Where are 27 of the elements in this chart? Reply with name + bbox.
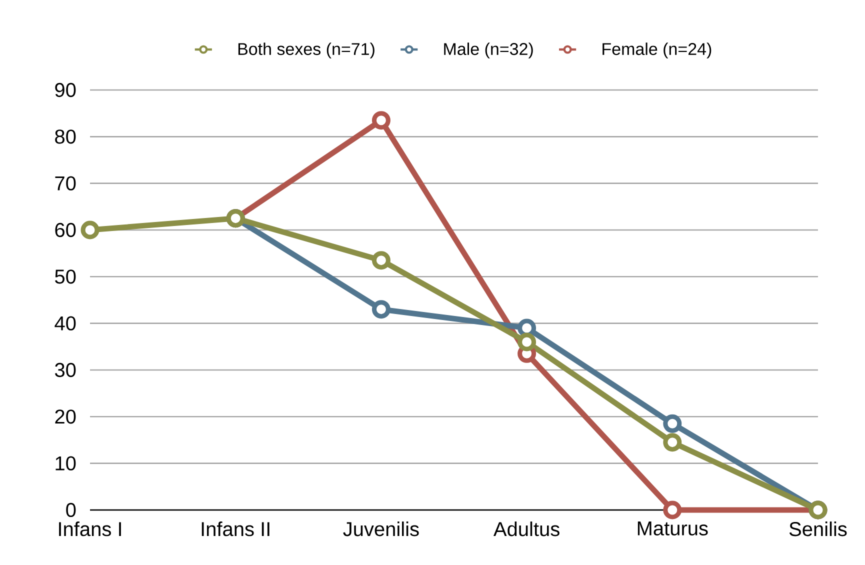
point: [663, 500, 682, 520]
y-tick-label: 30: [55, 362, 76, 378]
x-tick-label: Adultus: [493, 522, 560, 536]
y-tick-label: 90: [55, 82, 76, 98]
y-tick-label: 0: [66, 502, 76, 518]
x-tick-label: Senilis: [789, 522, 847, 536]
x-tick-label: Infans II: [202, 522, 270, 536]
point: [372, 111, 390, 130]
point: [372, 251, 390, 270]
legend-label: Male (n=32): [444, 42, 533, 58]
y-tick-label: 10: [56, 456, 76, 470]
point: [518, 332, 536, 352]
y-tick-label: 50: [55, 270, 76, 284]
y-tick-label: 60: [55, 222, 76, 238]
y-tick-label: 80: [55, 130, 76, 144]
point: [80, 220, 100, 240]
x-tick-label: Infans I: [59, 522, 121, 536]
y-tick-label: 20: [55, 410, 76, 424]
point: [372, 300, 390, 319]
x-tick-label: Maturus: [638, 522, 708, 536]
point: [663, 414, 682, 433]
point: [663, 433, 682, 452]
y-tick-label: 70: [55, 176, 76, 190]
x-tick-label: Juvenilis: [343, 522, 419, 536]
y-tick-label: 40: [54, 316, 76, 330]
legend-label: Both sexes (n=71): [238, 42, 374, 58]
legend-label: Female (n=24): [602, 42, 712, 58]
